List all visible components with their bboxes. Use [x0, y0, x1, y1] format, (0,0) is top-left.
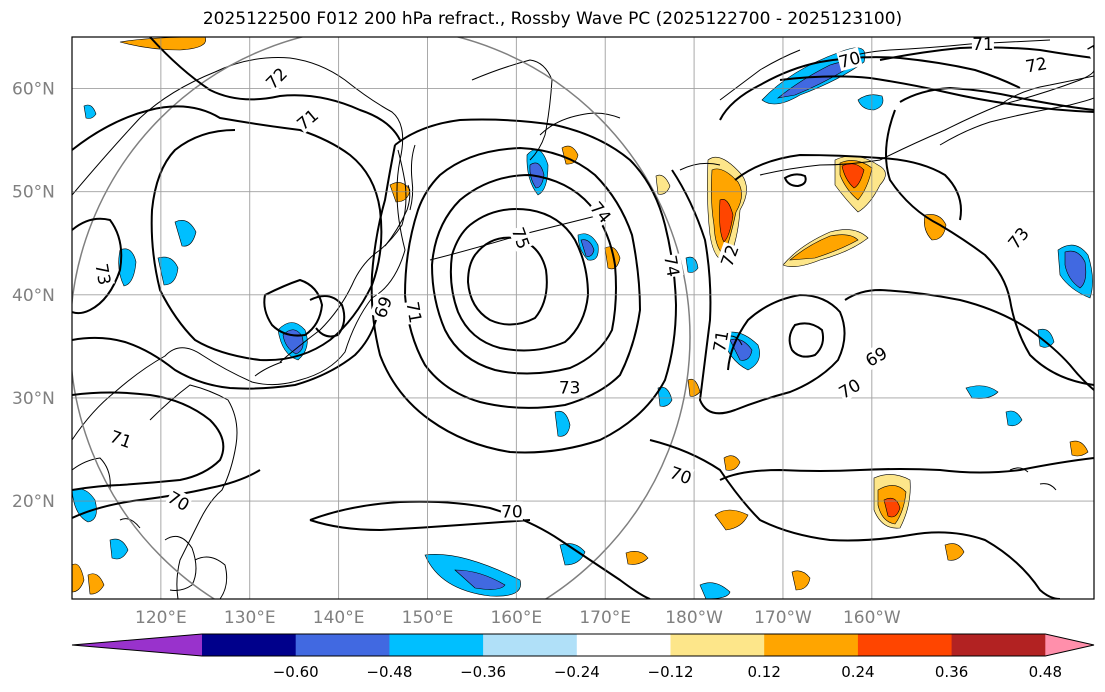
- contour-label-background: [661, 253, 684, 279]
- colorbar-segment: [857, 634, 953, 656]
- contour-label-text: 70: [1085, 36, 1105, 64]
- latitude-tick-label: 30°N: [12, 389, 55, 409]
- colorbar-segment: [202, 634, 297, 656]
- contour-label-text: 71: [710, 329, 733, 354]
- colorbar-outline: [71, 633, 1095, 657]
- longitude-tick-label: 180°W: [665, 608, 723, 628]
- colorbar-segment: [670, 634, 765, 656]
- colorbar-segment: [576, 634, 671, 656]
- longitude-tick-label: 170°W: [754, 608, 812, 628]
- contour-label-text: 73: [90, 262, 113, 287]
- contour-label: 71: [708, 328, 733, 354]
- latitude-tick-label: 60°N: [12, 80, 55, 100]
- colorbar-tick-label: −0.24: [554, 663, 600, 681]
- contour-label-text: 74: [659, 254, 682, 279]
- contour-label-background: [261, 63, 291, 93]
- colorbar: [71, 633, 1095, 657]
- contour-label-background: [558, 377, 581, 397]
- colorbar-segment: [389, 634, 484, 656]
- contour-label-background: [508, 224, 534, 252]
- contour-label-background: [861, 342, 891, 370]
- colorbar-tick-label: 0.12: [747, 663, 780, 681]
- colorbar-segment: [295, 634, 390, 656]
- latitude-tick-label: 20°N: [12, 492, 55, 512]
- latitude-labels: 20°N 30°N 40°N 50°N 60°N: [12, 80, 55, 512]
- reference-circle: [72, 37, 691, 599]
- colorbar-tick-label: 0.24: [841, 663, 874, 681]
- contour-label-background: [107, 426, 135, 452]
- contour-label-background: [500, 501, 523, 521]
- graticule: [72, 37, 1094, 599]
- contour-label-text: 73: [559, 379, 581, 399]
- colorbar-tick-label: −0.60: [273, 663, 319, 681]
- contour-label-background: [164, 486, 194, 515]
- colorbar-segment: [764, 634, 859, 656]
- contour-label: 70: [1083, 36, 1105, 64]
- contour-label-background: [716, 241, 742, 270]
- contour-label: 73: [90, 261, 115, 287]
- longitude-tick-label: 130°E: [224, 608, 276, 628]
- contour-label-background: [971, 37, 994, 54]
- contour-label-text: 71: [972, 35, 994, 55]
- colorbar-tick-label: 0.48: [1029, 663, 1062, 681]
- contour-label-text: 71: [401, 300, 424, 325]
- colorbar-segment: [483, 634, 578, 656]
- contour-label-background: [1023, 53, 1049, 76]
- contour-label-background: [667, 462, 695, 488]
- contour-label-background: [708, 328, 732, 354]
- latitude-tick-label: 50°N: [12, 183, 55, 203]
- contour-label-background: [1003, 223, 1033, 253]
- colorbar-segment: [951, 634, 1046, 656]
- contour-label: 74: [659, 253, 684, 278]
- colorbar-tick-label: −0.12: [648, 663, 694, 681]
- contour-label: 71: [971, 35, 994, 55]
- colorbar-min-extension: [72, 634, 202, 656]
- contour-label-background: [292, 104, 322, 134]
- colorbar-max-extension: [1045, 634, 1094, 656]
- contour-label-background: [369, 293, 396, 321]
- colorbar-tick-label: 0.36: [935, 663, 968, 681]
- contour-label-background: [586, 197, 616, 227]
- longitude-tick-label: 150°E: [402, 608, 454, 628]
- longitude-tick-label: 160°W: [843, 608, 901, 628]
- contour-label-text: 70: [501, 502, 523, 522]
- colorbar-tick-label: −0.48: [366, 663, 412, 681]
- longitude-tick-label: 160°E: [490, 608, 542, 628]
- contour-label-background: [835, 374, 864, 402]
- contour-label: 70: [500, 501, 523, 522]
- latitude-tick-label: 40°N: [12, 286, 55, 306]
- contour-label-background: [403, 299, 426, 325]
- longitude-tick-label: 140°E: [313, 608, 365, 628]
- longitude-labels: 120°E 130°E 140°E 150°E 160°E 170°E 180°W 170°W…: [135, 608, 901, 628]
- contour-label: 73: [558, 377, 581, 399]
- contour-label: 72: [1023, 53, 1049, 78]
- contour-label-text: 72: [1024, 54, 1049, 77]
- contour-label-background: [836, 47, 863, 72]
- contour-label-background: [92, 261, 115, 287]
- colorbar-tick-label: −0.36: [460, 663, 506, 681]
- longitude-tick-label: 120°E: [135, 608, 187, 628]
- shaded-anomaly-patches: [72, 37, 1093, 599]
- colorbar-tick-labels: −0.60 −0.48 −0.36 −0.24 −0.12 0.12 0.24 0.36 0.4…: [273, 663, 1062, 681]
- map-frame: [71, 36, 1095, 600]
- longitude-tick-label: 170°E: [579, 608, 631, 628]
- figure-title: 2025122500 F012 200 hPa refract., Rossby…: [202, 9, 903, 29]
- contour-label-background: [1083, 37, 1094, 63]
- contour-label: 71: [401, 299, 426, 325]
